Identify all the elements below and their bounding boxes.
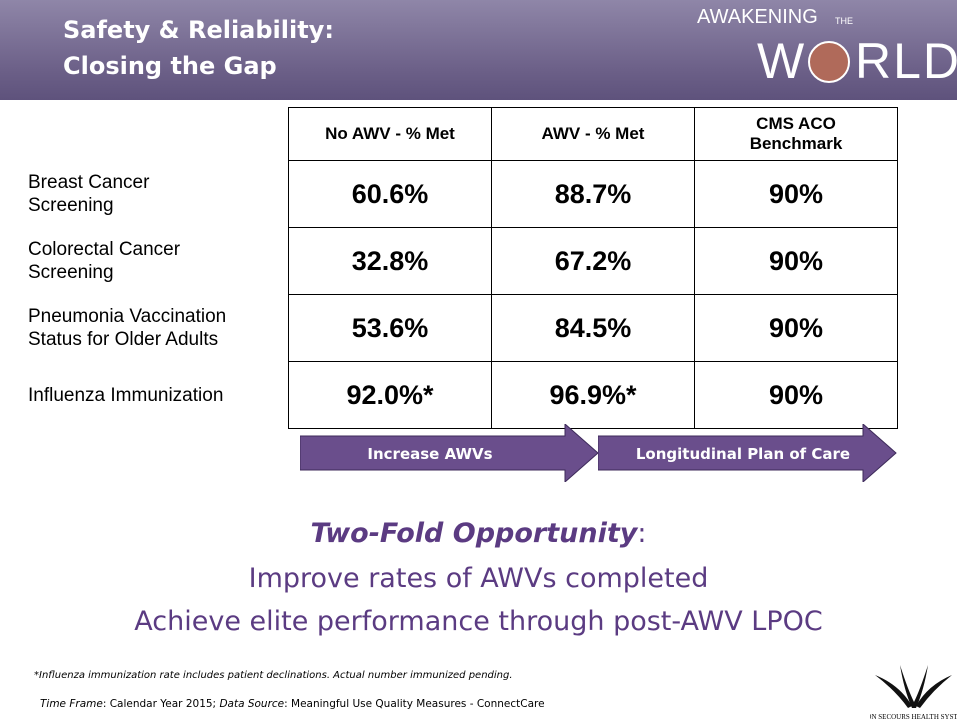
arrow-label: Increase AWVs [367, 445, 492, 463]
text: : [637, 518, 646, 549]
header-band: Safety & Reliability: Closing the Gap AW… [0, 0, 957, 100]
row-label-line: Pneumonia Vaccination [28, 306, 226, 327]
logo: AWAKENING THE W RLD [657, 0, 957, 100]
cell: 53.6% [289, 295, 492, 362]
arrow-label: Longitudinal Plan of Care [636, 445, 850, 463]
source: Time Frame: Calendar Year 2015; Data Sou… [40, 698, 545, 710]
cell: 84.5% [492, 295, 695, 362]
column-header-line: Benchmark [750, 134, 843, 153]
cell: 90% [695, 362, 898, 429]
cell: 67.2% [492, 228, 695, 295]
arrow: Increase AWVs [300, 424, 600, 482]
text: : Calendar Year 2015; [103, 698, 220, 710]
cell: 96.9%* [492, 362, 695, 429]
label: Time Frame [40, 698, 103, 710]
logo-big: W [757, 32, 806, 90]
brand-logo: BON SECOURS HEALTH SYSTEM [870, 660, 957, 722]
emphasis: Two-Fold Opportunity [311, 518, 638, 549]
cell: 32.8% [289, 228, 492, 295]
cell: 60.6% [289, 161, 492, 228]
text: : Meaningful Use Quality Measures - Conn… [284, 698, 544, 710]
logo-top: AWAKENING [697, 6, 818, 29]
row-label-line: Breast Cancer [28, 172, 149, 193]
row-label-line: Colorectal Cancer [28, 239, 180, 260]
title: Closing the Gap [63, 52, 277, 80]
logo-small: THE [835, 16, 853, 26]
column-header: No AWV - % Met [289, 108, 492, 161]
row-label: Influenza Immunization [28, 362, 289, 429]
row-label-line: Screening [28, 262, 114, 283]
label: Data Source [219, 698, 284, 710]
cell: 90% [695, 228, 898, 295]
opportunity-line: Achieve elite performance through post-A… [0, 606, 957, 637]
logo-big: RLD [855, 32, 957, 90]
cell: 88.7% [492, 161, 695, 228]
footnote: *Influenza immunization rate includes pa… [34, 670, 513, 681]
slide: Safety & Reliability: Closing the Gap AW… [0, 0, 957, 722]
cell: 92.0%* [289, 362, 492, 429]
row-label-line: Screening [28, 195, 114, 216]
opportunity-line: Improve rates of AWVs completed [0, 563, 957, 594]
brand: BON SECOURS HEALTH SYSTEM [870, 713, 957, 721]
globe [807, 40, 851, 84]
table-row: Influenza Immunization 92.0%*96.9%*90% [28, 362, 898, 429]
arrow: Longitudinal Plan of Care [598, 424, 898, 482]
opportunity-heading: Two-Fold Opportunity: [0, 518, 957, 549]
cell: 90% [695, 161, 898, 228]
title: Safety & Reliability: [63, 16, 334, 44]
row-label-line: Status for Older Adults [28, 329, 218, 350]
cell: 90% [695, 295, 898, 362]
row-label-line: Influenza Immunization [28, 385, 223, 406]
column-header: AWV - % Met [492, 108, 695, 161]
column-header-line: CMS ACO [756, 114, 836, 133]
